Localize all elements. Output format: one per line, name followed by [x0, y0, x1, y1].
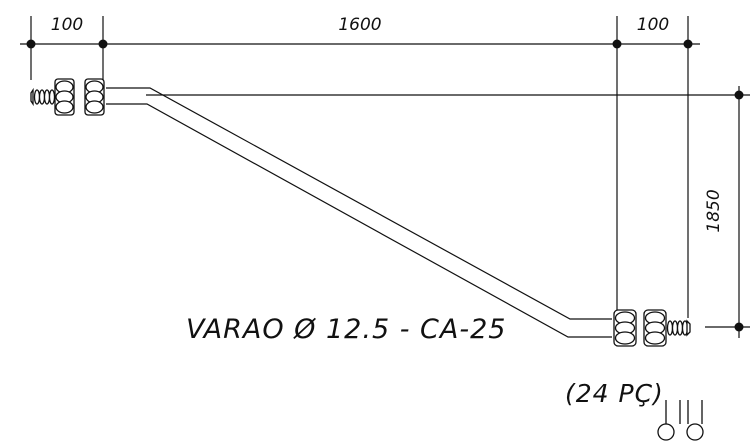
dimension-dot: [734, 322, 744, 332]
dimension-dot: [612, 39, 622, 49]
dimension-middle-span: 1600: [338, 15, 381, 35]
dimension-height: 1850: [704, 189, 724, 232]
bent-bar: [106, 87, 612, 338]
hex-nut-icon: [84, 78, 105, 116]
dimension-dot: [98, 39, 108, 49]
dimension-left-end: 100: [51, 15, 83, 35]
bar-specification-label: VARAO Ø 12.5 - CA-25: [186, 314, 506, 345]
left-threaded-end: [30, 78, 105, 116]
right-dimension: [146, 86, 750, 338]
top-dimension-dots: [26, 39, 693, 49]
hex-nut-icon: [643, 309, 667, 347]
thread-right-icon: [666, 319, 691, 337]
quantity-label: (24 PÇ): [565, 379, 664, 408]
dimension-dot: [734, 90, 744, 100]
bar-outline-lower: [106, 103, 612, 338]
dimension-dot: [683, 39, 693, 49]
dimension-dot: [26, 39, 36, 49]
hex-nut-icon: [54, 78, 75, 116]
hex-nut-icon: [613, 309, 637, 347]
top-dimension-chain: [20, 16, 700, 318]
nut-detail-icon: [657, 400, 704, 441]
thread-left-icon: [30, 87, 56, 107]
dimension-right-end: 100: [637, 15, 669, 35]
bar-outline-upper: [106, 87, 612, 320]
right-threaded-end: [613, 309, 691, 347]
